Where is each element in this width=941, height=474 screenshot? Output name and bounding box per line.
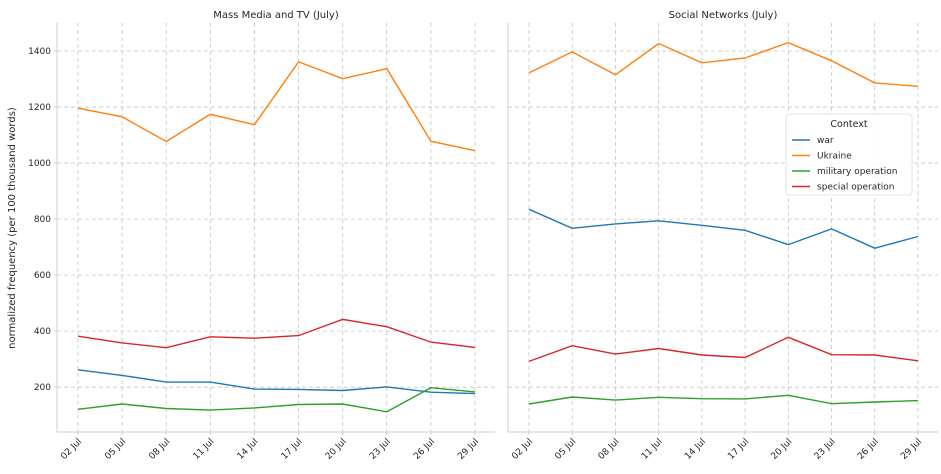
y-tick-label: 600	[34, 271, 51, 281]
x-tick-label: 11 Jul	[640, 437, 665, 462]
x-tick-label: 17 Jul	[726, 437, 751, 462]
x-tick-label: 23 Jul	[368, 437, 393, 462]
legend: Context war Ukraine military operation speci…	[785, 113, 913, 196]
series-line-military-operation	[77, 386, 476, 413]
x-tick-label: 29 Jul	[456, 437, 481, 462]
panel-title: Mass Media and TV (July)	[213, 10, 339, 21]
x-tick-label: 11 Jul	[192, 437, 217, 462]
x-tick-label: 02 Jul	[59, 437, 84, 462]
legend-label: war	[817, 136, 834, 146]
x-tick-label: 14 Jul	[236, 437, 261, 462]
legend-label: special operation	[817, 183, 894, 193]
series-line-military-operation	[528, 394, 919, 405]
x-tick-label: 05 Jul	[103, 437, 128, 462]
y-tick-label: 400	[34, 327, 51, 337]
y-tick-label: 200	[34, 383, 51, 393]
legend-title: Context	[830, 119, 867, 130]
y-axis-label: normalized frequency (per 100 thousand w…	[7, 107, 18, 349]
x-tick-label: 02 Jul	[510, 437, 535, 462]
panel-1: Mass Media and TV (July) 200 400 600 800 1000…	[28, 10, 495, 462]
series-line-Ukraine	[77, 61, 476, 152]
panel-title: Social Networks (July)	[669, 10, 778, 21]
y-tick-label: 1400	[28, 47, 51, 57]
series-line-war	[528, 208, 919, 249]
y-tick-label: 1200	[28, 103, 51, 113]
series-line-Ukraine	[528, 41, 919, 87]
x-tick-label: 20 Jul	[324, 437, 349, 462]
x-tick-label: 20 Jul	[770, 437, 795, 462]
x-tick-label: 23 Jul	[813, 437, 838, 462]
x-tick-label: 17 Jul	[280, 437, 305, 462]
legend-box	[785, 113, 913, 196]
series-line-war	[77, 369, 476, 395]
x-tick-label: 26 Jul	[412, 437, 437, 462]
series-line-special-operation	[528, 336, 919, 363]
legend-label: military operation	[817, 167, 897, 177]
x-tick-label: 29 Jul	[899, 437, 924, 462]
panel-2: Social Networks (July) 02 Jul 05 Jul 08 Jul…	[507, 10, 938, 462]
y-tick-label: 800	[34, 215, 51, 225]
x-tick-label: 08 Jul	[597, 437, 622, 462]
x-tick-label: 08 Jul	[147, 437, 172, 462]
x-tick-label: 26 Jul	[856, 437, 881, 462]
legend-label: Ukraine	[817, 152, 852, 162]
x-tick-label: 05 Jul	[553, 437, 578, 462]
series-line-special-operation	[77, 318, 476, 349]
y-tick-label: 1000	[28, 159, 51, 169]
x-tick-label: 14 Jul	[683, 437, 708, 462]
